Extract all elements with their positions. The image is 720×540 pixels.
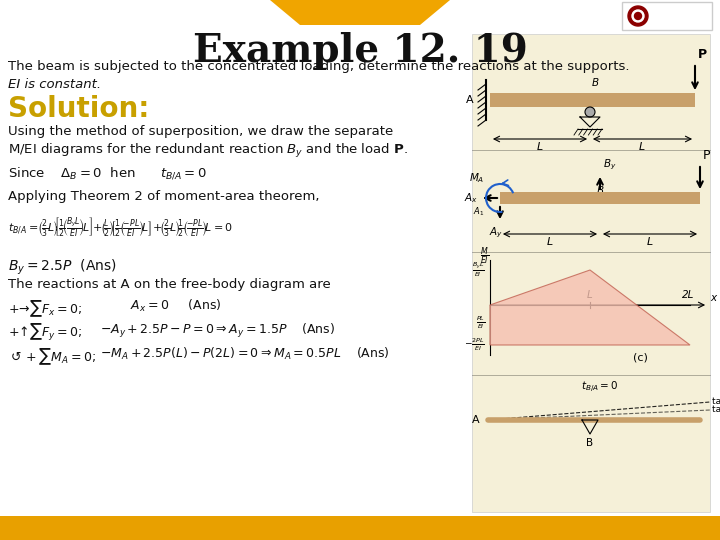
- Text: $-\frac{2PL}{EI}$: $-\frac{2PL}{EI}$: [464, 336, 485, 353]
- Text: tan B: tan B: [712, 406, 720, 415]
- Text: $-M_A + 2.5P(L) - P(2L) = 0 \Rightarrow M_A = 0.5PL$    (Ans): $-M_A + 2.5P(L) - P(2L) = 0 \Rightarrow …: [100, 346, 390, 362]
- Text: The beam is subjected to the concentrated loading, determine the reactions at th: The beam is subjected to the concentrate…: [8, 60, 629, 73]
- Text: $t_{B/A} = 0$: $t_{B/A} = 0$: [581, 380, 618, 395]
- Text: $\frac{B_yL}{EI}$: $\frac{B_yL}{EI}$: [472, 261, 485, 279]
- Text: L: L: [587, 290, 593, 300]
- Circle shape: [632, 10, 644, 22]
- Text: L: L: [537, 142, 543, 152]
- Text: $\frac{M}{EI}$: $\frac{M}{EI}$: [480, 246, 490, 267]
- Text: P: P: [703, 149, 711, 162]
- Text: $A_x$: $A_x$: [464, 191, 478, 205]
- Text: A: A: [467, 95, 474, 105]
- Text: Using the method of superposition, we draw the separate: Using the method of superposition, we dr…: [8, 125, 393, 138]
- Text: (c): (c): [633, 353, 647, 363]
- Text: $\frac{PL}{EI}$: $\frac{PL}{EI}$: [476, 315, 485, 332]
- Text: $t_{B/A} = \!\left(\!\frac{2}{3}L\!\right)\!\!\left[\frac{1}{2}\!\left(\!\frac{B: $t_{B/A} = \!\left(\!\frac{2}{3}L\!\righ…: [8, 215, 233, 238]
- Text: $B_y = 2.5P$  (Ans): $B_y = 2.5P$ (Ans): [8, 258, 117, 278]
- Text: $\circlearrowleft+\sum M_A = 0;$: $\circlearrowleft+\sum M_A = 0;$: [8, 346, 96, 367]
- Bar: [0, 516, 720, 540]
- Text: A: A: [472, 415, 480, 425]
- Text: Solution:: Solution:: [8, 95, 149, 123]
- Text: L: L: [639, 142, 645, 152]
- Text: UTM: UTM: [651, 10, 682, 23]
- Text: $A_y$: $A_y$: [489, 226, 503, 240]
- Circle shape: [585, 107, 595, 117]
- Text: M/EI diagrams for the redundant reaction $B_y$ and the load $\mathbf{P}$.: M/EI diagrams for the redundant reaction…: [8, 142, 408, 160]
- Text: B: B: [596, 186, 603, 196]
- Text: x: x: [710, 293, 716, 303]
- Bar: [500, 192, 700, 204]
- Text: $-A_y + 2.5P - P = 0 \Rightarrow A_y = 1.5P$    (Ans): $-A_y + 2.5P - P = 0 \Rightarrow A_y = 1…: [100, 322, 336, 340]
- Text: B: B: [592, 78, 599, 88]
- Circle shape: [628, 6, 648, 26]
- Text: EI is constant.: EI is constant.: [8, 78, 101, 91]
- Circle shape: [634, 12, 642, 19]
- FancyBboxPatch shape: [472, 34, 710, 512]
- Text: ocw.utm.my: ocw.utm.my: [327, 12, 393, 22]
- Bar: [490, 93, 695, 107]
- Text: L: L: [547, 237, 553, 247]
- Text: $+\!\rightarrow\!\sum F_x = 0;$: $+\!\rightarrow\!\sum F_x = 0;$: [8, 298, 82, 319]
- Text: $+\!\uparrow\!\sum F_y = 0;$: $+\!\uparrow\!\sum F_y = 0;$: [8, 322, 82, 343]
- Text: L: L: [647, 237, 653, 247]
- Text: tan A: tan A: [712, 397, 720, 407]
- Text: $M_A$: $M_A$: [469, 171, 484, 185]
- Text: Applying Theorem 2 of moment-area theorem,: Applying Theorem 2 of moment-area theore…: [8, 190, 320, 203]
- Text: P: P: [698, 48, 707, 61]
- Text: Since    $\Delta_B = 0$  hen      $t_{B/A} = 0$: Since $\Delta_B = 0$ hen $t_{B/A} = 0$: [8, 165, 207, 181]
- FancyBboxPatch shape: [622, 2, 712, 30]
- Polygon shape: [490, 270, 690, 345]
- Text: $B_y$: $B_y$: [603, 158, 616, 172]
- Text: $A_x = 0$     (Ans): $A_x = 0$ (Ans): [130, 298, 222, 314]
- Text: Example 12. 19: Example 12. 19: [192, 32, 528, 70]
- Text: B: B: [586, 438, 593, 448]
- Text: $A_1$: $A_1$: [473, 206, 484, 218]
- Polygon shape: [270, 0, 450, 25]
- Text: 2L: 2L: [682, 290, 694, 300]
- Text: The reactions at A on the free-body diagram are: The reactions at A on the free-body diag…: [8, 278, 330, 291]
